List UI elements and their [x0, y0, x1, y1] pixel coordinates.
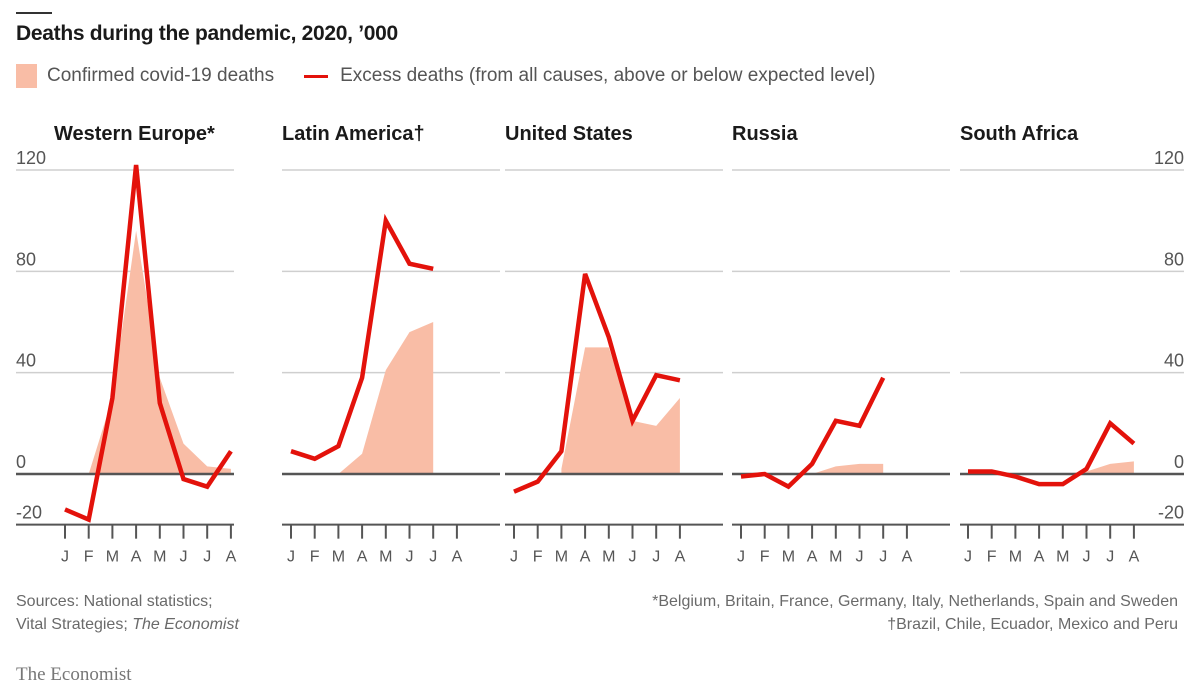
confirmed-deaths-area — [65, 230, 231, 474]
sources: Sources: National statistics; Vital Stra… — [16, 590, 239, 636]
x-tick-label: A — [226, 549, 237, 566]
x-tick-label: M — [1056, 549, 1069, 566]
x-tick-label: J — [629, 549, 637, 566]
panel-title: Western Europe* — [54, 123, 215, 145]
x-tick-label: M — [1009, 549, 1022, 566]
x-tick-label: M — [332, 549, 345, 566]
panel-title: Latin America† — [282, 123, 425, 145]
x-tick-label: M — [829, 549, 842, 566]
x-tick-label: A — [452, 549, 463, 566]
x-tick-label: M — [555, 549, 568, 566]
panel-title: Russia — [732, 123, 798, 145]
x-tick-label: J — [287, 549, 295, 566]
y-tick-label-left: 80 — [16, 249, 36, 269]
x-tick-label: F — [533, 549, 543, 566]
x-tick-label: M — [602, 549, 615, 566]
x-tick-label: M — [106, 549, 119, 566]
y-tick-label-right: 40 — [1164, 351, 1184, 371]
x-tick-label: A — [357, 549, 368, 566]
footnote-latin-america: †Brazil, Chile, Ecuador, Mexico and Peru — [887, 616, 1178, 633]
panel-title: United States — [505, 123, 633, 145]
x-tick-label: A — [807, 549, 818, 566]
x-tick-label: M — [379, 549, 392, 566]
excess-deaths-line — [968, 419, 1136, 487]
sources-line-1: Sources: National statistics; — [16, 593, 213, 610]
x-tick-label: A — [1034, 549, 1045, 566]
x-tick-label: J — [406, 549, 414, 566]
x-tick-label: A — [580, 549, 591, 566]
legend-area-swatch — [16, 64, 37, 88]
panel-title: South Africa — [960, 123, 1079, 145]
x-tick-label: J — [61, 549, 69, 566]
footnotes: *Belgium, Britain, France, Germany, Ital… — [652, 590, 1178, 636]
y-tick-label-right: 0 — [1174, 452, 1184, 472]
excess-deaths-line — [513, 273, 681, 494]
x-tick-label: J — [964, 549, 972, 566]
y-tick-label-right: -20 — [1158, 503, 1184, 523]
x-tick-label: A — [902, 549, 913, 566]
x-tick-label: A — [675, 549, 686, 566]
x-tick-label: J — [1106, 549, 1114, 566]
y-tick-label-left: 40 — [16, 351, 36, 371]
confirmed-deaths-area — [1062, 461, 1134, 474]
legend-line-label: Excess deaths (from all causes, above or… — [340, 65, 876, 86]
sources-line-2-italic: The Economist — [132, 616, 239, 633]
top-rule — [16, 12, 52, 14]
brand-logo: The Economist — [16, 664, 132, 685]
legend: Confirmed covid-19 deaths Excess deaths … — [16, 64, 876, 88]
x-tick-label: F — [84, 549, 94, 566]
sources-line-2-text: Vital Strategies; — [16, 616, 133, 633]
x-tick-label: J — [737, 549, 745, 566]
x-tick-label: A — [131, 549, 142, 566]
x-tick-label: F — [310, 549, 320, 566]
x-tick-label: M — [153, 549, 166, 566]
x-tick-label: J — [203, 549, 211, 566]
y-tick-label-right: 80 — [1164, 249, 1184, 269]
confirmed-deaths-area — [812, 463, 884, 474]
x-tick-label: J — [1083, 549, 1091, 566]
y-tick-label-left: 120 — [16, 148, 46, 168]
footnote-western-europe: *Belgium, Britain, France, Germany, Ital… — [652, 593, 1178, 610]
legend-area-label: Confirmed covid-19 deaths — [47, 65, 275, 86]
sources-line-2: Vital Strategies; The Economist — [16, 613, 239, 636]
x-tick-label: J — [652, 549, 660, 566]
x-tick-label: J — [429, 549, 437, 566]
x-tick-label: J — [879, 549, 887, 566]
x-tick-label: A — [1129, 549, 1140, 566]
x-tick-label: J — [180, 549, 188, 566]
y-tick-label-right: 120 — [1154, 148, 1184, 168]
legend-line-swatch — [304, 74, 329, 78]
x-tick-label: J — [856, 549, 864, 566]
y-tick-label-left: -20 — [16, 503, 42, 523]
x-tick-label: M — [782, 549, 795, 566]
x-tick-label: J — [510, 549, 518, 566]
x-tick-label: F — [987, 549, 997, 566]
chart-title: Deaths during the pandemic, 2020, ’000 — [16, 22, 398, 45]
confirmed-deaths-area — [561, 347, 680, 474]
excess-deaths-line — [64, 164, 233, 523]
x-tick-label: F — [760, 549, 770, 566]
y-tick-label-left: 0 — [16, 452, 26, 472]
confirmed-deaths-area — [338, 322, 434, 474]
